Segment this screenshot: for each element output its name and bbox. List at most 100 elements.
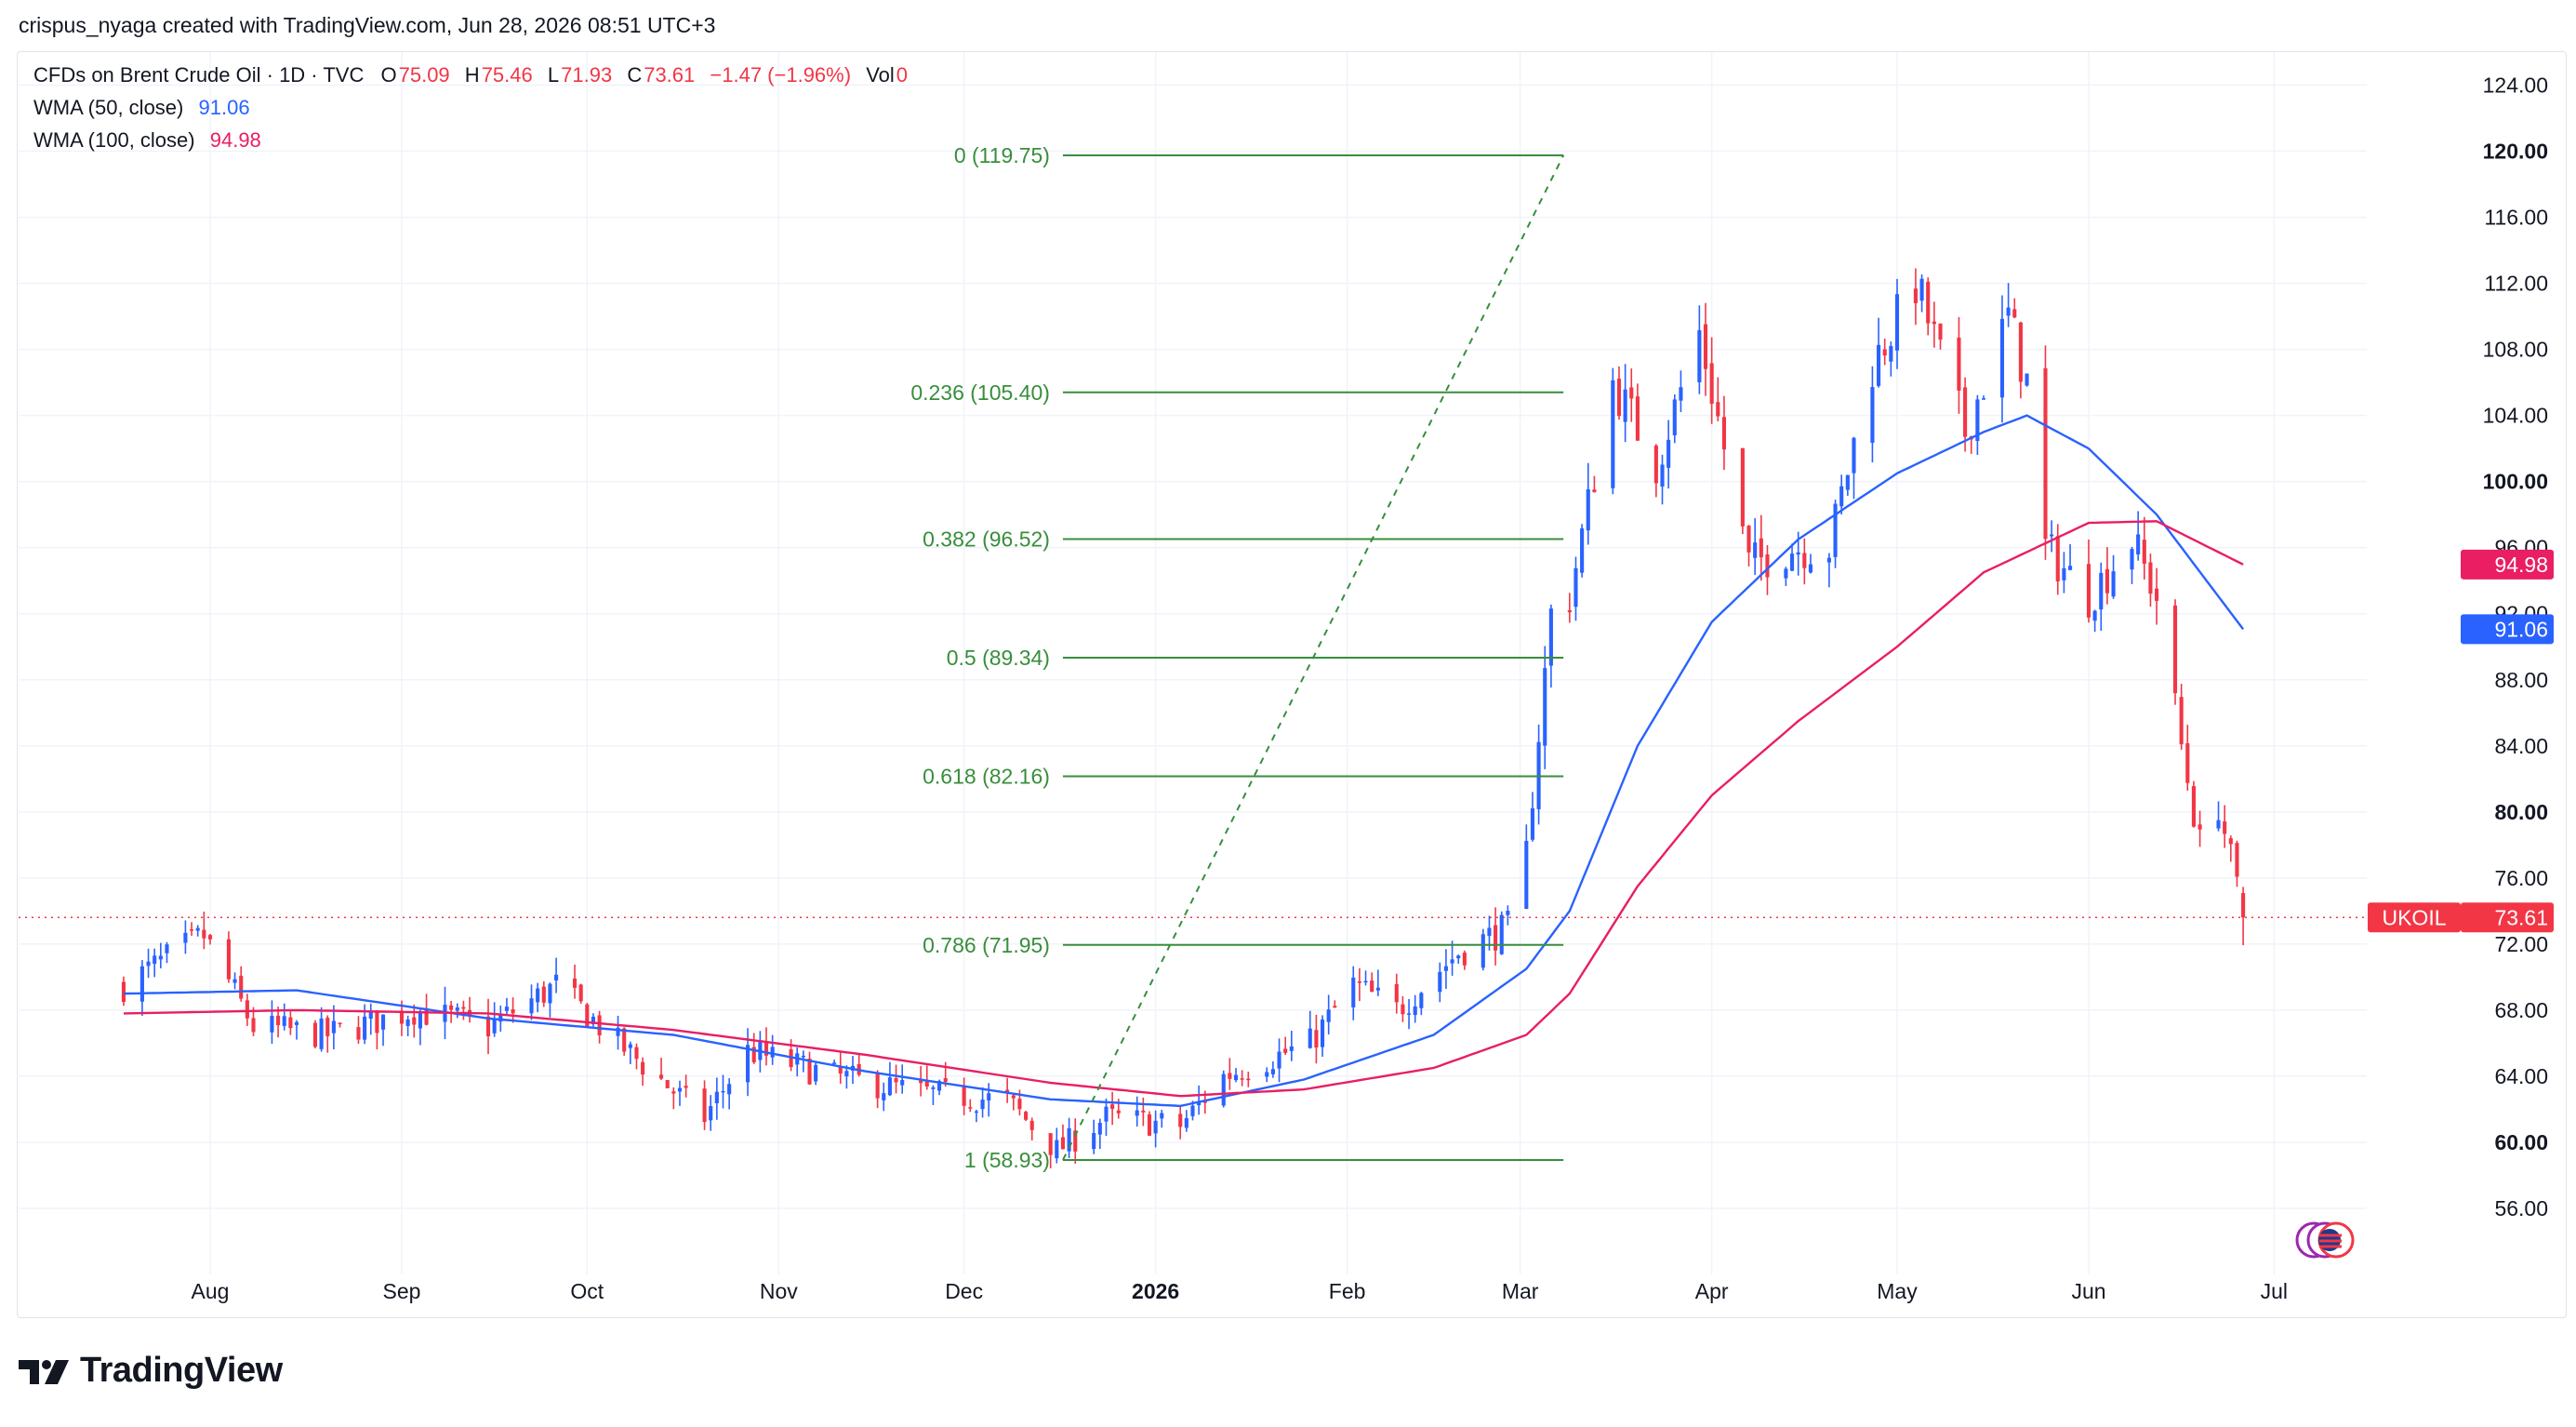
candle-body [1060,1137,1066,1150]
price-tag-value: 94.98 [2494,553,2548,577]
candle-body [226,939,231,980]
candle-body [684,1086,688,1088]
candle-body [714,1091,719,1103]
candle-body [1135,1110,1139,1116]
candle-body [2216,820,2221,829]
candle-body [2067,566,2073,570]
candle-body [1413,1006,1417,1016]
candle-body [2241,892,2246,918]
candle-body [2043,367,2048,540]
candle-body [380,1014,386,1030]
candle-body [1110,1104,1115,1110]
y-tick-label: 80.00 [2494,800,2548,824]
candle-body [511,1009,515,1014]
fib-level-label: 0.618 (82.16) [923,764,1050,788]
candle-body [2006,307,2011,316]
candle-body [1839,486,1844,507]
candle-body [1703,324,1708,369]
fib-level-label: 0.786 (71.95) [923,933,1050,957]
candle-body [375,1010,379,1034]
legend-wma100-value: 94.98 [209,128,261,152]
x-tick-label: Feb [1329,1279,1366,1303]
candle-body [165,944,169,954]
candle-body [1592,489,1597,493]
candle-body [2018,322,2023,382]
candle-body [1721,417,1727,450]
candle-body [622,1028,627,1052]
candle-body [412,1017,417,1025]
candle-body [721,1090,725,1093]
candle-body [1932,321,1936,325]
candle-body [195,927,200,931]
candle-body [1246,1078,1251,1081]
candle-body [1401,1004,1405,1015]
candle-body [894,1077,898,1083]
legend-c-label: C [627,63,643,87]
y-tick-label: 108.00 [2483,338,2548,362]
legend-wma100-label: WMA (100, close) [33,128,195,152]
candle-body [1407,1013,1412,1015]
candle-body [1419,993,1424,1008]
legend-symbol: CFDs on Brent Crude Oil · 1D · TVC [33,63,365,87]
candle-body [1765,553,1770,578]
legend-wma50-value: 91.06 [198,96,250,119]
candle-body [1184,1118,1188,1128]
candle-body [2012,309,2017,318]
x-tick-label: Aug [192,1279,230,1303]
candle-body [1462,953,1467,966]
candle-body [1697,330,1702,382]
candle-body [189,928,194,931]
y-tick-label: 84.00 [2494,734,2548,758]
candle-body [1919,278,1924,301]
candle-body [1289,1046,1294,1051]
candle-body [709,1106,713,1121]
legend-vol: 0 [896,63,909,87]
candle-body [1672,399,1677,435]
candle-body [1283,1048,1288,1053]
candle-body [146,961,151,967]
legend-wma50[interactable]: WMA (50, close) 91.06 [33,96,252,120]
candle-body [270,1015,274,1033]
candle-body [363,1016,367,1040]
chart-pane[interactable] [17,51,2567,1318]
candle-body [746,1045,750,1083]
candle-body [331,1020,336,1034]
candle-body [1679,387,1683,401]
candle-body [207,935,213,940]
candle-body [1363,980,1368,983]
candle-body [1351,977,1356,1007]
legend-wma100[interactable]: WMA (100, close) 94.98 [33,128,263,153]
candle-body [1999,318,2005,398]
candle-body [572,978,578,988]
candle-body [1375,987,1380,991]
candle-body [1524,840,1529,910]
candle-body [1653,446,1658,484]
candle-body [1394,983,1399,1003]
fib-level-label: 0.382 (96.52) [923,527,1050,551]
tradingview-logo[interactable]: TradingView [19,1351,283,1391]
candle-body [158,955,163,960]
x-tick-label: 2026 [1132,1279,1179,1303]
candle-body [1789,553,1795,571]
candle-body [2185,742,2190,783]
candle-body [288,1017,293,1029]
candle-body [2191,786,2197,827]
candle-body [1326,1009,1331,1022]
candle-body [962,1085,966,1106]
candle-body [1221,1074,1226,1106]
candle-body [548,983,552,1004]
candle-body [1481,934,1485,968]
candle-body [882,1093,886,1100]
candle-body [1611,380,1615,488]
candle-body [2136,534,2141,555]
candle-body [1265,1072,1269,1077]
candle-body [153,955,157,965]
candle-body [368,1010,373,1020]
candle-body [2130,549,2134,570]
candle-body [844,1071,849,1077]
y-tick-label: 56.00 [2494,1196,2548,1220]
candle-body [987,1093,991,1100]
fib-level-label: 0.236 (105.40) [910,380,1050,405]
candle-body [399,1010,405,1024]
